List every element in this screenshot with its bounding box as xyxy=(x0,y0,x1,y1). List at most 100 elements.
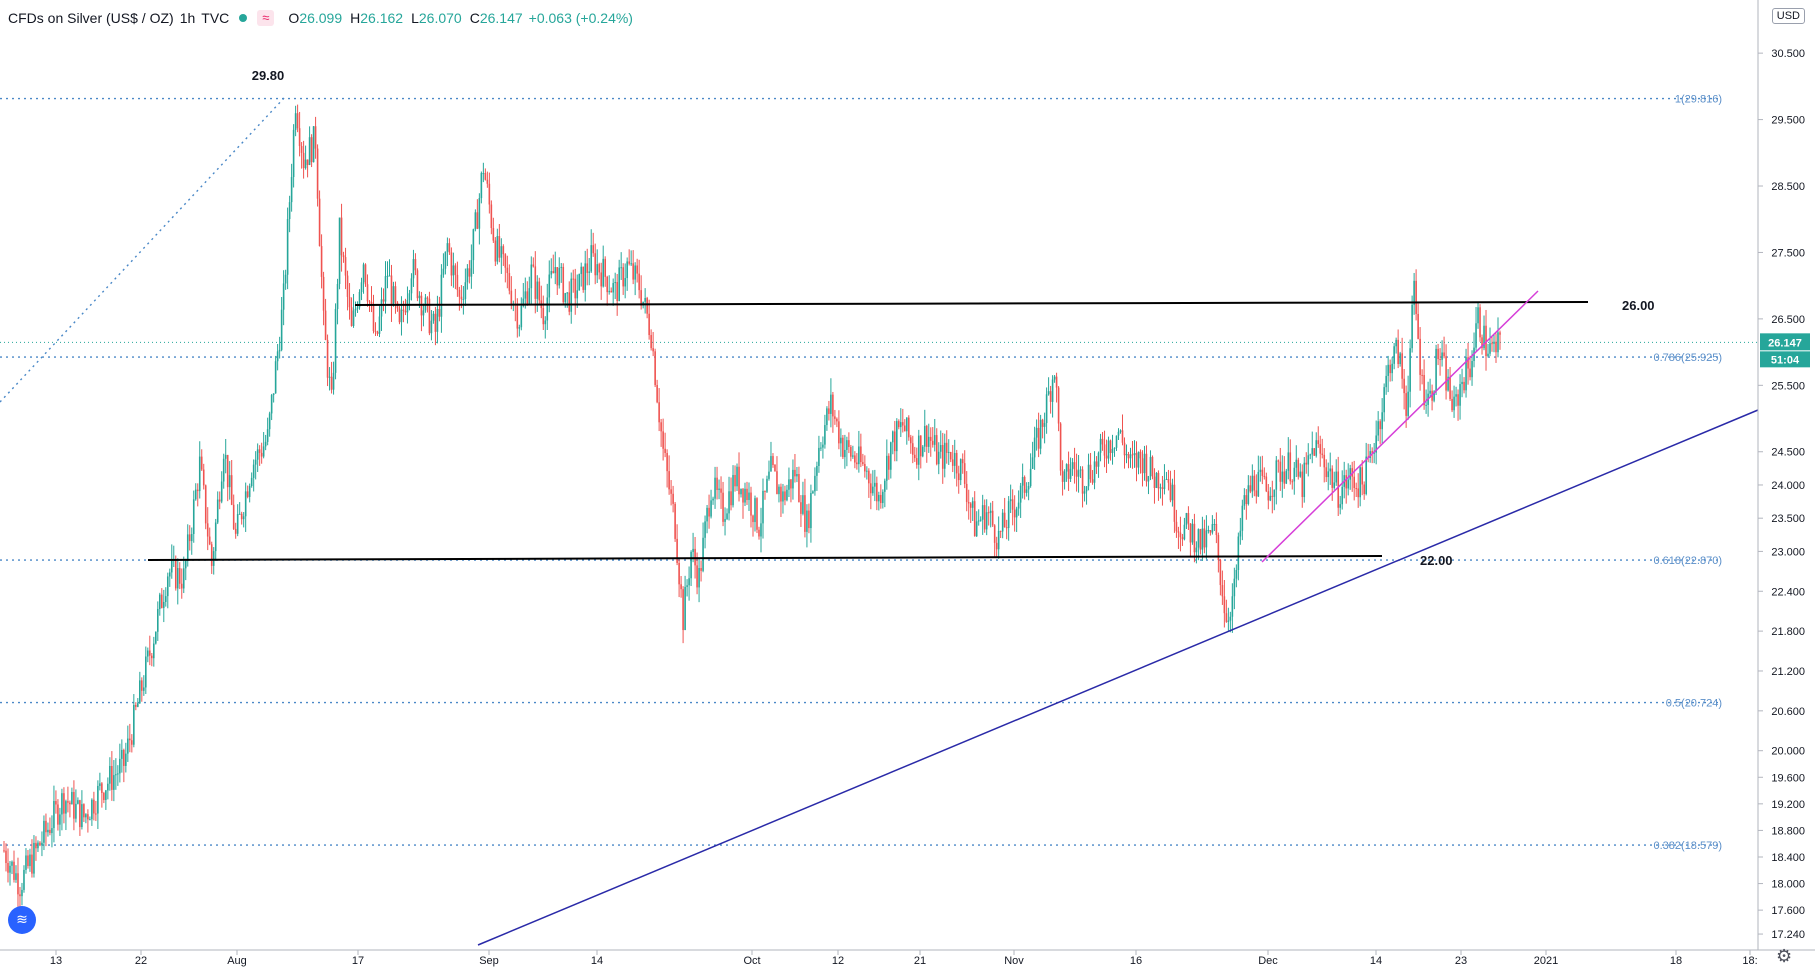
candle-body xyxy=(228,475,231,488)
drawing-lines[interactable] xyxy=(147,290,1759,946)
candle-body xyxy=(1235,569,1238,579)
candle-body xyxy=(1049,391,1052,402)
candle-body xyxy=(818,447,820,466)
candle-body xyxy=(1115,435,1118,448)
candle-body xyxy=(268,413,271,430)
tradingview-logo-icon[interactable]: ≋ xyxy=(8,906,36,934)
candle-body xyxy=(1491,343,1493,345)
candle-body xyxy=(979,519,982,521)
candle-body xyxy=(1339,504,1342,508)
candle-body xyxy=(366,284,369,302)
candle-body xyxy=(756,498,758,530)
resistance-line-26[interactable] xyxy=(354,301,1589,306)
candle-body xyxy=(39,842,41,846)
candle-body xyxy=(786,489,788,501)
candle-body xyxy=(544,320,547,325)
candle-body xyxy=(182,568,185,589)
candle-body xyxy=(143,687,145,691)
candle-body xyxy=(464,282,467,299)
candle-body xyxy=(1063,471,1066,482)
interval-label[interactable]: 1h xyxy=(179,10,196,26)
candle-body xyxy=(1007,501,1010,528)
candle-body xyxy=(137,703,139,707)
candle-body xyxy=(324,310,327,340)
candle-body xyxy=(1425,404,1427,406)
candle-body xyxy=(951,459,954,466)
candle-body xyxy=(1061,470,1064,482)
candle-body xyxy=(1221,585,1224,597)
candle-body xyxy=(49,829,51,834)
candle-body xyxy=(648,313,650,336)
candle-body xyxy=(898,421,900,428)
candle-body xyxy=(488,183,491,205)
candle-body xyxy=(896,421,898,452)
candle-body xyxy=(848,440,850,447)
candle-body xyxy=(107,783,109,791)
candle-body xyxy=(658,402,660,423)
candle-body xyxy=(670,489,672,494)
candle-body xyxy=(925,425,928,447)
symbol-title[interactable]: CFDs on Silver (US$ / OZ) xyxy=(8,10,174,26)
candle-body xyxy=(724,518,726,522)
candle-body xyxy=(905,417,908,432)
short-trendline[interactable] xyxy=(1261,290,1539,563)
candle-body xyxy=(1193,523,1196,553)
candle-body xyxy=(690,551,692,579)
ohlc-high-value: 26.162 xyxy=(360,10,404,26)
candle-body xyxy=(220,481,223,502)
candle-body xyxy=(604,258,606,277)
candle-body xyxy=(1147,476,1150,482)
time-tick-label: Sep xyxy=(479,955,499,967)
candle-body xyxy=(1409,348,1411,392)
support-line-22[interactable] xyxy=(147,555,1383,561)
candle-body xyxy=(1231,596,1234,617)
candle-body xyxy=(139,680,141,704)
candle-body xyxy=(1315,440,1318,456)
candle-body xyxy=(286,219,289,275)
time-tick-label: 18: xyxy=(1742,955,1757,967)
ohlc-change-value: +0.063 (+0.24%) xyxy=(528,10,633,26)
candle-body xyxy=(536,281,539,299)
time-axis[interactable]: 13 22 Aug 17 Sep 14 Oct 12 21 Nov 16 Dec 14 23 2021 18 1… xyxy=(0,949,1815,967)
candle-body xyxy=(184,561,187,569)
candle-body xyxy=(61,793,63,815)
candle-body xyxy=(1015,508,1018,518)
compare-icon[interactable]: ≈ xyxy=(257,10,275,26)
candle-body xyxy=(618,267,620,302)
ohlc-high-label: H xyxy=(350,10,361,26)
candle-body xyxy=(133,704,135,745)
candle-body xyxy=(812,491,814,494)
candle-body xyxy=(1131,454,1134,456)
gear-icon[interactable]: ⚙ xyxy=(1776,946,1793,967)
fibonacci-retracement[interactable]: 1(29.816) 0.786(25.925) 0.618(22.870) 0.5(2… xyxy=(0,94,1758,853)
candle-body xyxy=(1389,364,1391,374)
candle-body xyxy=(740,488,742,495)
candle-body xyxy=(298,128,301,147)
candle-body xyxy=(1025,489,1028,493)
candle-body xyxy=(967,501,970,504)
candle-body xyxy=(67,801,69,803)
price-tick-label: 20.000 xyxy=(1771,746,1805,758)
candle-body xyxy=(1273,489,1276,497)
candle-body xyxy=(149,650,151,656)
candle-body xyxy=(672,493,674,504)
candle-body xyxy=(350,307,353,326)
candle-body xyxy=(278,349,281,352)
candle-body xyxy=(31,854,33,874)
price-axis[interactable]: 30.500 29.500 28.500 27.500 26.500 25.500 24.5… xyxy=(1757,0,1805,950)
long-trendline[interactable] xyxy=(477,409,1759,946)
annotation-labels: 29.80 26.00 22.00 xyxy=(252,68,1655,568)
candle-body xyxy=(242,516,245,520)
candle-body xyxy=(808,510,810,529)
price-tick-label: 24.000 xyxy=(1771,480,1805,492)
candle-body xyxy=(17,873,19,895)
candle-body xyxy=(1397,339,1399,365)
candle-body xyxy=(198,456,201,492)
candle-body xyxy=(1307,455,1310,465)
candle-body xyxy=(1407,391,1409,416)
source-label: TVC xyxy=(201,10,230,26)
currency-button[interactable]: USD xyxy=(1771,8,1805,24)
candle-body xyxy=(568,292,571,312)
candle-body xyxy=(1173,484,1176,522)
